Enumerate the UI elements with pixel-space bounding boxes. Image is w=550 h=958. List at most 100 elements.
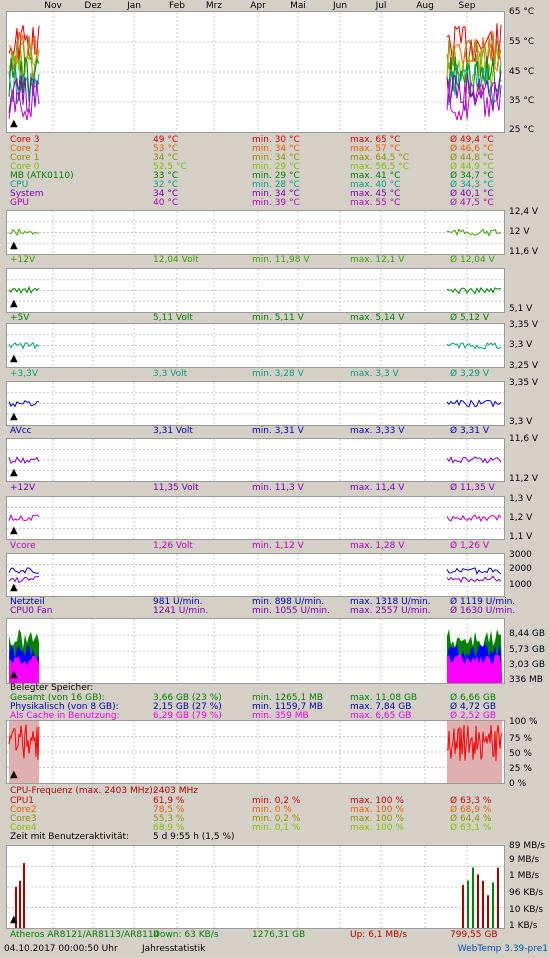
y-tick-label: 11,2 V [509,474,539,484]
legend-min: min. 3,31 V [252,426,304,436]
series-line [446,79,502,121]
chart-plot [7,439,504,481]
sensor-icon: ▲ [10,240,18,251]
series-line [8,513,40,522]
legend-max: max. 6,65 GB [350,711,412,721]
y-tick-label: 11,6 V [509,247,539,257]
legend-cur: 11,35 Volt [153,483,199,493]
legend-cur: 3,31 Volt [153,426,193,436]
legend-cur: 3,3 Volt [153,369,188,379]
legend-row: Core4 68,9 % min. 0,1 % max. 100 % Ø 63,1 % [10,823,530,833]
series-line [446,567,502,575]
legend-row: CPU1 61,9 % min. 0,2 % max. 100 % Ø 63,3 % [10,796,530,806]
legend-max: max. 2557 U/min. [350,606,431,616]
legend-avg: Ø 49,4 °C [450,135,494,145]
legend-min: min. 39 °C [252,198,300,208]
legend-avg: Ø 63,3 % [450,796,492,806]
yearly-stat-link[interactable]: Jahresstatistik [142,944,206,954]
chart-title: Belegter Speicher: [10,683,530,693]
y-tick-label: 3000 [509,550,532,560]
series-line [8,228,40,237]
legend-max: max. 100 % [350,814,404,824]
month-label: Apr [250,1,266,11]
series-line [8,456,40,464]
legend-name: MB (ATK0110) [10,171,74,181]
series-line [8,25,40,62]
legend-row: +3,3V 3,3 Volt min. 3,28 V max. 3,3 V Ø 3,29… [10,369,530,379]
legend-max: max. 12,1 V [350,255,405,265]
y-tick-label: 5,1 V [509,304,533,314]
legend-row: +5V 5,11 Volt min. 5,11 V max. 5,14 V Ø 5,12… [10,313,530,323]
legend-max: max. 5,14 V [350,313,405,323]
net-bar [482,880,484,928]
legend-cur: 2,15 GB (27 %) [153,702,222,712]
legend-row: Gesamt (von 16 GB): 3,66 GB (23 %) min. 12… [10,693,530,703]
y-tick-label: 96 KB/s [509,888,544,898]
legend-name: CPU1 [10,796,35,806]
net-row: Atheros AR8121/AR8113/AR8114 Down: 63 KB/… [10,930,530,940]
y-tick-label: 5,73 GB [509,645,546,655]
legend-max: max. 45 °C [350,189,401,199]
legend-row: Vcore 1,26 Volt min. 1,12 V max. 1,28 V Ø 1,… [10,541,530,551]
month-label: Sep [458,1,476,11]
series-line [446,286,502,295]
legend-row: Physikalisch (von 8 GB): 2,15 GB (27 %) mi… [10,702,530,712]
legend-max: max. 55 °C [350,198,401,208]
chart-title-text: CPU-Frequenz (max. 2403 MHz): [10,786,156,796]
footer-datetime: 04.10.2017 00:00:50 Uhr [4,944,118,954]
chart-panel: ▲ [6,210,505,255]
legend-name: +12V [10,255,36,265]
legend-cur: 6,29 GB (79 %) [153,711,222,721]
legend-cur: 61,9 % [153,796,185,806]
legend-min: min. 0,2 % [252,814,301,824]
legend-max: max. 40 °C [350,180,401,190]
legend-min: min. 0,1 % [252,823,301,833]
activity-value: 5 d 9:55 h (1,5 %) [153,832,235,842]
net-bar [462,884,464,928]
net-bar [472,867,474,928]
month-label: Jul [375,1,387,11]
sensor-icon: ▲ [10,353,18,364]
legend-cur: 40 °C [153,198,179,208]
legend-min: min. 3,28 V [252,369,304,379]
legend-row: Core 1 34 °C min. 34 °C max. 64,5 °C Ø 44,8 … [10,153,530,163]
legend-max: max. 7,84 GB [350,702,412,712]
y-tick-label: 45 °C [509,67,535,77]
legend-row: CPU 32 °C min. 28 °C max. 40 °C Ø 34,3 °C [10,180,530,190]
legend-name: +3,3V [10,369,39,379]
series-line [446,228,502,237]
chart-plot [7,846,504,928]
series-line [8,63,40,104]
legend-row: Core3 55,3 % min. 0,2 % max. 100 % Ø 64,4 % [10,814,530,824]
legend-cur: 3,66 GB (23 %) [153,693,222,703]
legend-row: CPU0 Fan 1241 U/min. min. 1055 U/min. max. … [10,606,530,616]
legend-min: min. 359 MB [252,711,309,721]
legend-avg: Ø 44,8 °C [450,153,494,163]
y-tick-label: 1,2 V [509,513,533,523]
series-line [446,455,502,464]
chart-panel: ▲ [6,553,505,597]
chart-panel: ▲ [6,496,505,540]
legend-name: Core 3 [10,135,40,145]
net-bar [487,895,489,928]
chart-panel: ▲ [6,618,505,684]
legend-avg: Ø 1119 U/min. [450,597,516,607]
y-tick-label: 65 °C [509,7,535,17]
legend-min: min. 1265,1 MB [252,693,323,703]
legend-min: min. 29 °C [252,162,300,172]
series-line [8,56,40,97]
series-line [8,75,40,113]
legend-cur: 55,3 % [153,814,185,824]
net-total: 1276,31 GB [252,930,306,940]
legend-row: MB (ATK0110) 33 °C min. 29 °C max. 41 °C Ø 3… [10,171,530,181]
y-tick-label: 1 MB/s [509,871,540,881]
legend-max: max. 65 °C [350,135,401,145]
legend-cur: 53 °C [153,144,179,154]
brand-link[interactable]: WebTemp 3.39-pre1 [457,944,548,954]
month-label: Nov [44,1,62,11]
chart-plot [7,619,504,683]
y-tick-label: 25 °C [509,125,535,135]
cpu-series-line [8,724,40,761]
legend-name: Core4 [10,823,37,833]
month-label: Jun [332,1,348,11]
